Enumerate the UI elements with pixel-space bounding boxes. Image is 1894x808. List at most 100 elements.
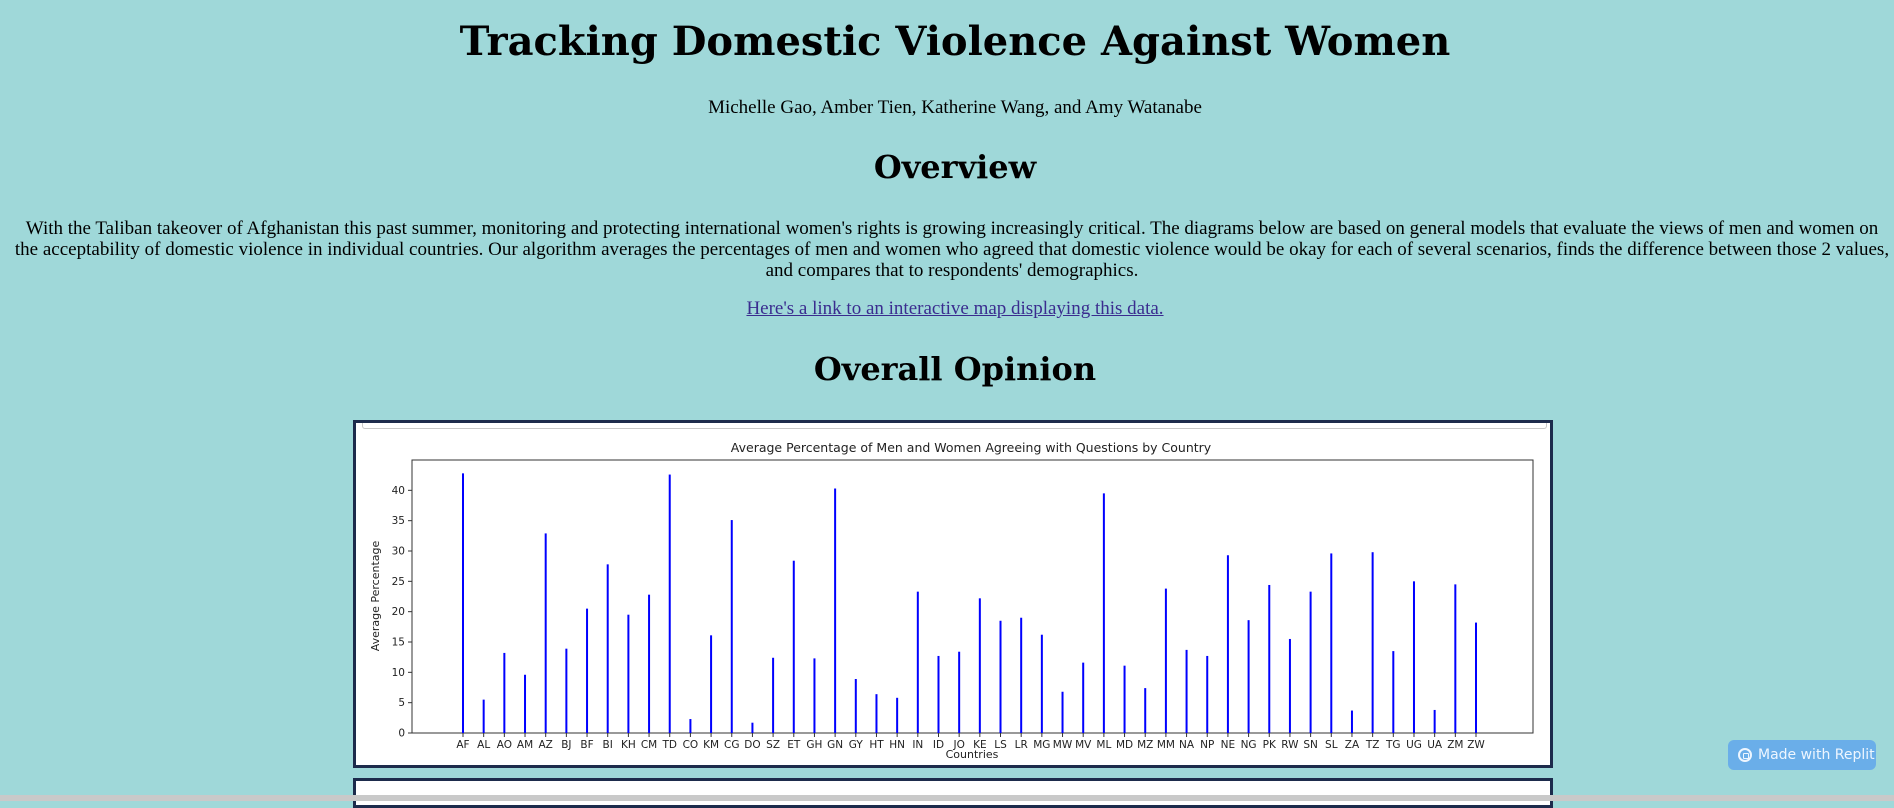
x-tick-label: ET — [787, 739, 801, 751]
overview-heading: Overview — [873, 148, 1037, 186]
bar-al — [482, 699, 485, 733]
plot-area-frame — [411, 459, 1534, 734]
x-tick-label: MD — [1116, 739, 1133, 751]
bar-ao — [503, 652, 506, 733]
x-tick-label: NG — [1241, 739, 1257, 751]
x-axis-ticks: AF AL AO AM AZ BJ BF BI KH CM TD CO KM CG DO SZ ET GH GN GY… — [456, 733, 1485, 751]
x-tick-label: MG — [1033, 739, 1050, 751]
bar-mv — [1082, 662, 1085, 733]
x-tick-label: MZ — [1137, 739, 1153, 751]
bar-kh — [627, 614, 630, 733]
bar-lr — [1020, 617, 1023, 733]
y-tick-label: 20 — [392, 606, 405, 618]
bar-ke — [978, 598, 981, 733]
bar-ne — [1226, 555, 1229, 733]
x-tick-label: ML — [1096, 739, 1111, 751]
page-title: Tracking Domestic Violence Against Women — [459, 18, 1451, 65]
x-tick-label: ZA — [1345, 739, 1360, 751]
x-tick-label: SZ — [766, 739, 780, 751]
bar-bj — [565, 648, 568, 733]
x-tick-label: AM — [517, 739, 533, 751]
x-tick-label: TD — [661, 739, 677, 751]
bar-ml — [1102, 493, 1105, 733]
x-tick-label: AZ — [538, 739, 552, 751]
chart-bars — [462, 473, 1477, 733]
x-tick-label: SL — [1325, 739, 1338, 751]
bar-gy — [854, 679, 857, 733]
bar-mz — [1144, 688, 1147, 733]
x-tick-label: AF — [456, 739, 469, 751]
x-tick-label: PK — [1263, 739, 1277, 751]
y-tick-label: 35 — [392, 515, 405, 527]
x-tick-label: ID — [933, 739, 944, 751]
bar-hn — [896, 697, 899, 733]
x-tick-label: BJ — [561, 739, 571, 751]
x-tick-label: KE — [973, 739, 987, 751]
bar-sz — [772, 657, 775, 733]
bar-bi — [606, 564, 609, 733]
x-tick-label: MW — [1053, 739, 1073, 751]
y-tick-label: 0 — [398, 728, 405, 740]
x-tick-label: KM — [703, 739, 719, 751]
replit-icon — [1738, 748, 1752, 762]
x-tick-label: UA — [1427, 739, 1443, 751]
bar-ls — [999, 620, 1002, 733]
x-axis-label: Countries — [946, 748, 999, 761]
bar-ng — [1247, 620, 1250, 733]
x-tick-label: RW — [1281, 739, 1299, 751]
bar-id — [937, 655, 940, 733]
x-tick-label: ZM — [1447, 739, 1463, 751]
y-tick-label: 10 — [392, 667, 405, 679]
x-tick-label: MV — [1075, 739, 1092, 751]
y-tick-label: 30 — [392, 546, 405, 558]
bar-sl — [1330, 553, 1333, 733]
authors-line: Michelle Gao, Amber Tien, Katherine Wang… — [708, 97, 1202, 118]
x-tick-label: GN — [827, 739, 843, 751]
x-tick-label: ZW — [1467, 739, 1485, 751]
map-link-container: Here's a link to an interactive map disp… — [0, 298, 1894, 320]
x-tick-label: HN — [889, 739, 905, 751]
overview-paragraph: With the Taliban takeover of Afghanistan… — [14, 218, 1890, 281]
y-tick-label: 25 — [392, 576, 405, 588]
x-tick-label: NA — [1179, 739, 1195, 751]
bar-np — [1206, 655, 1209, 733]
bar-ua — [1433, 709, 1436, 733]
bar-ug — [1412, 581, 1415, 733]
bar-jo — [958, 651, 961, 733]
bar-et — [792, 560, 795, 733]
x-tick-label: DO — [744, 739, 760, 751]
bar-sn — [1309, 591, 1312, 733]
bar-af — [462, 473, 464, 733]
bar-am — [524, 674, 527, 733]
x-tick-label: MM — [1157, 739, 1175, 751]
interactive-map-link[interactable]: Here's a link to an interactive map disp… — [746, 298, 1164, 319]
bar-ht — [875, 694, 878, 733]
overall-opinion-heading: Overall Opinion — [813, 350, 1097, 388]
x-tick-label: JO — [952, 739, 964, 751]
x-tick-label: SN — [1303, 739, 1318, 751]
made-with-replit-badge[interactable]: Made with Replit — [1728, 740, 1876, 770]
bar-do — [751, 722, 754, 733]
x-tick-label: GY — [849, 739, 864, 751]
bar-za — [1350, 710, 1353, 733]
x-tick-label: AL — [477, 739, 490, 751]
x-tick-label: LS — [994, 739, 1007, 751]
bar-mw — [1061, 691, 1064, 733]
x-tick-label: KH — [621, 739, 636, 751]
bar-tg — [1392, 651, 1395, 733]
horizontal-scrollbar[interactable] — [0, 795, 1894, 801]
chart-title: Average Percentage of Men and Women Agre… — [731, 440, 1212, 455]
bar-mg — [1040, 634, 1043, 733]
second-chart-frame — [353, 778, 1553, 808]
bar-zw — [1475, 622, 1477, 733]
x-tick-label: LR — [1015, 739, 1028, 751]
y-tick-label: 15 — [392, 637, 405, 649]
bar-md — [1123, 665, 1126, 733]
x-tick-label: NP — [1200, 739, 1214, 751]
chart-frame-tab — [362, 423, 1547, 429]
bar-chart: Average Percentage of Men and Women Agre… — [369, 440, 1534, 761]
x-tick-label: TG — [1385, 739, 1401, 751]
chart-frame: Average Percentage of Men and Women Agre… — [353, 420, 1553, 768]
x-tick-label: BF — [580, 739, 593, 751]
y-tick-label: 5 — [398, 697, 405, 709]
